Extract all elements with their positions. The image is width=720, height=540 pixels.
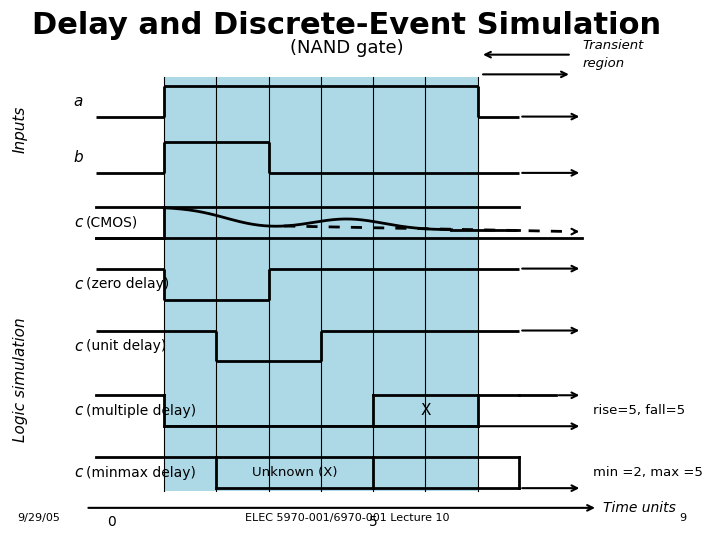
Text: ELEC 5970-001/6970-001 Lecture 10: ELEC 5970-001/6970-001 Lecture 10 [245, 514, 449, 523]
Text: (multiple delay): (multiple delay) [86, 404, 196, 418]
Text: rise=5, fall=5: rise=5, fall=5 [593, 404, 685, 417]
Text: Unknown (X): Unknown (X) [252, 466, 338, 479]
Text: 5: 5 [369, 515, 377, 529]
Text: b: b [73, 150, 83, 165]
Text: region: region [582, 57, 624, 70]
Text: Logic simulation: Logic simulation [13, 318, 28, 442]
Text: c: c [75, 403, 83, 418]
Bar [164, 77, 477, 491]
Text: 9: 9 [680, 514, 687, 523]
Text: min =2, max =5: min =2, max =5 [593, 466, 703, 479]
Text: (zero delay): (zero delay) [86, 277, 169, 291]
Text: (NAND gate): (NAND gate) [290, 39, 404, 57]
Text: Delay and Discrete-Event Simulation: Delay and Discrete-Event Simulation [32, 11, 662, 40]
Text: X: X [420, 403, 431, 418]
Text: c: c [75, 214, 83, 230]
Text: 0: 0 [107, 515, 116, 529]
Text: Inputs: Inputs [13, 105, 28, 153]
Text: Transient: Transient [582, 39, 644, 52]
Text: 9/29/05: 9/29/05 [18, 514, 60, 523]
Text: (minmax delay): (minmax delay) [86, 465, 195, 480]
Text: a: a [73, 93, 83, 109]
Text: c: c [75, 339, 83, 354]
Text: (unit delay): (unit delay) [86, 339, 166, 353]
Text: Time units: Time units [603, 501, 676, 515]
Text: c: c [75, 276, 83, 292]
Text: c: c [75, 465, 83, 480]
Text: (CMOS): (CMOS) [86, 215, 138, 229]
